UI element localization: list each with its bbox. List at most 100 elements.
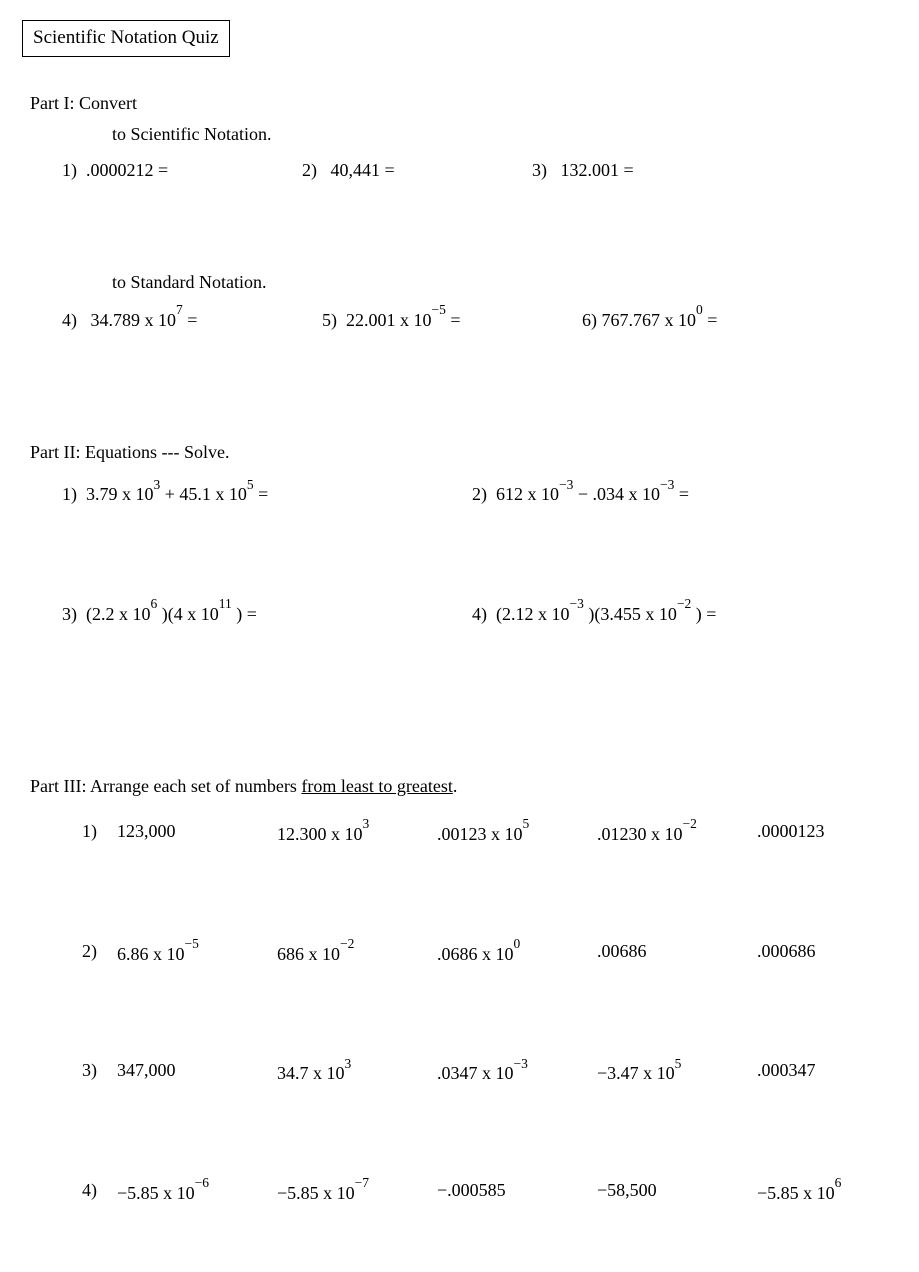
p3-cell-text: 6.86 x 10 [117, 944, 185, 964]
tail: = [674, 484, 689, 504]
p3-cell: −58,500 [597, 1180, 757, 1205]
p3-cell: −3.47 x 105 [597, 1060, 757, 1085]
p3-cell-exp: −3 [514, 1056, 528, 1071]
q-num: 5) [322, 310, 337, 330]
p3-pre: Part III: Arrange each set of numbers [30, 776, 301, 796]
close: ) = [691, 604, 716, 624]
a-open: (2.2 x 10 [86, 604, 151, 624]
q-tail: = [183, 310, 198, 330]
a-exp: 6 [151, 596, 158, 611]
p3-row: 3)347,00034.7 x 103.0347 x 10−3−3.47 x 1… [82, 1060, 897, 1085]
a-exp: −3 [559, 477, 573, 492]
mid: )(3.455 x 10 [584, 604, 677, 624]
p3-post: . [453, 776, 458, 796]
p3-cell: 12.300 x 103 [277, 821, 437, 846]
a-exp: −3 [570, 596, 584, 611]
q5: 5) 22.001 x 10−5 = [322, 307, 582, 332]
q-num: 1) [62, 160, 77, 180]
p3-cell: −.000585 [437, 1180, 597, 1205]
q-tail: = [703, 310, 718, 330]
p3-cell-text: .01230 x 10 [597, 824, 683, 844]
q1: 1) .0000212 = [62, 160, 302, 182]
q4: 4) 34.789 x 107 = [62, 307, 322, 332]
p3-cell-text: 123,000 [117, 821, 176, 841]
p3-row: 4)−5.85 x 10−6−5.85 x 10−7−.000585−58,50… [82, 1180, 897, 1205]
quiz-title-box: Scientific Notation Quiz [22, 20, 230, 57]
p3-u: from least to greatest [301, 776, 452, 796]
p3-cell: 123,000 [117, 821, 277, 846]
q-body: 40,441 = [331, 160, 395, 180]
p3-cell-exp: 3 [363, 816, 370, 831]
b-exp: −3 [660, 477, 674, 492]
p3-cell-text: −.000585 [437, 1180, 506, 1200]
p3-cell: 6.86 x 10−5 [117, 941, 277, 966]
p3-cell-exp: −2 [340, 936, 354, 951]
p3-cell: .0000123 [757, 821, 917, 846]
p2q3: 3) (2.2 x 106 )(4 x 1011 ) = [62, 601, 472, 626]
q-num: 4) [62, 310, 77, 330]
q-num: 2) [302, 160, 317, 180]
p3-cell-exp: −2 [683, 816, 697, 831]
q-num: 3) [532, 160, 547, 180]
b-exp: 5 [247, 477, 254, 492]
close: ) = [232, 604, 257, 624]
p3-cell-text: 12.300 x 10 [277, 824, 363, 844]
part2-row1: 1) 3.79 x 103 + 45.1 x 105 = 2) 612 x 10… [62, 481, 897, 506]
p3-cell: .0686 x 100 [437, 941, 597, 966]
p3-cell-exp: 3 [345, 1056, 352, 1071]
p3-cell: 347,000 [117, 1060, 277, 1085]
p3-cell-exp: 5 [675, 1056, 682, 1071]
mid: )(4 x 10 [157, 604, 219, 624]
q-base: 767.767 x 10 [602, 310, 697, 330]
q2: 2) 40,441 = [302, 160, 532, 182]
p3-cell: 34.7 x 103 [277, 1060, 437, 1085]
b-base: .034 x 10 [593, 484, 661, 504]
p2q4: 4) (2.12 x 10−3 )(3.455 x 10−2 ) = [472, 601, 872, 626]
p3-row-num: 1) [82, 821, 117, 846]
part2-row2: 3) (2.2 x 106 )(4 x 1011 ) = 4) (2.12 x … [62, 601, 897, 626]
part1-sub1: to Scientific Notation. [112, 124, 897, 146]
quiz-title: Scientific Notation Quiz [33, 27, 219, 48]
p3-cell-text: −5.85 x 10 [757, 1183, 835, 1203]
p3-cell-exp: 6 [835, 1175, 842, 1190]
q-body: 132.001 = [561, 160, 634, 180]
p3-row-num: 4) [82, 1180, 117, 1205]
p3-cell-text: .000347 [757, 1060, 816, 1080]
part1-row-scientific: 1) .0000212 = 2) 40,441 = 3) 132.001 = [62, 160, 897, 182]
q6: 6) 767.767 x 100 = [582, 307, 717, 332]
a-exp: 3 [154, 477, 161, 492]
part1-heading: Part I: Convert [30, 93, 897, 115]
p3-cell: −5.85 x 106 [757, 1180, 917, 1205]
p3-cell: .01230 x 10−2 [597, 821, 757, 846]
p3-cell: .00686 [597, 941, 757, 966]
p3-cell-text: −5.85 x 10 [117, 1183, 195, 1203]
p3-cell: .000347 [757, 1060, 917, 1085]
p3-cell-text: .0686 x 10 [437, 944, 514, 964]
a-base: 3.79 x 10 [86, 484, 154, 504]
p3-row: 2)6.86 x 10−5686 x 10−2.0686 x 100.00686… [82, 941, 897, 966]
p3-cell-text: −58,500 [597, 1180, 657, 1200]
p3-cell-text: 686 x 10 [277, 944, 340, 964]
q-num: 4) [472, 604, 487, 624]
q-num: 2) [472, 484, 487, 504]
p3-cell: −5.85 x 10−6 [117, 1180, 277, 1205]
p3-cell-text: .00686 [597, 941, 647, 961]
b-exp: 11 [219, 596, 232, 611]
p2q2: 2) 612 x 10−3 − .034 x 10−3 = [472, 481, 872, 506]
p3-cell-text: −3.47 x 10 [597, 1063, 675, 1083]
q-exp: −5 [432, 302, 446, 317]
p3-cell-text: 347,000 [117, 1060, 176, 1080]
op: − [573, 484, 592, 504]
q-num: 3) [62, 604, 77, 624]
p3-cell-exp: 5 [523, 816, 530, 831]
p3-cell: .00123 x 105 [437, 821, 597, 846]
q-base: 34.789 x 10 [91, 310, 177, 330]
part1-sub2: to Standard Notation. [112, 272, 897, 294]
q-exp: 7 [176, 302, 183, 317]
p3-cell-text: .00123 x 10 [437, 824, 523, 844]
a-base: 612 x 10 [496, 484, 559, 504]
p3-cell-text: .000686 [757, 941, 816, 961]
tail: = [254, 484, 269, 504]
p3-cell-text: .0000123 [757, 821, 825, 841]
p3-cell: .0347 x 10−3 [437, 1060, 597, 1085]
